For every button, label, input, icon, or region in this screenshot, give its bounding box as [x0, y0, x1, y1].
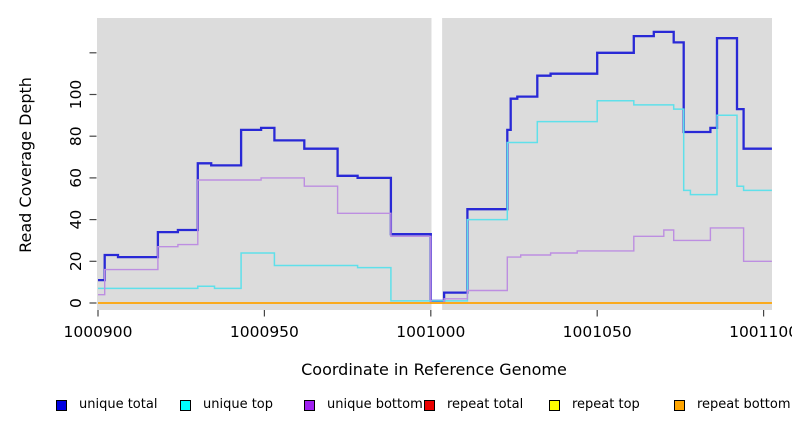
x-tick-label: 1000900 [63, 323, 132, 341]
x-tick-label: 1001050 [563, 323, 632, 341]
y-tick-label: 80 [67, 126, 85, 146]
legend-key-swatch [56, 399, 67, 411]
y-tick-label: 20 [67, 251, 85, 271]
x-tick-label: 1000950 [230, 323, 299, 341]
y-axis-title: Read Coverage Depth [16, 77, 35, 253]
x-tick-label: 1001100 [729, 323, 792, 341]
masked-region [431, 18, 443, 310]
legend-label: repeat top [572, 397, 640, 412]
x-axis-title: Coordinate in Reference Genome [301, 360, 567, 379]
chart-legend: unique total unique top unique bottom repea… [0, 394, 792, 422]
y-tick-label: 0 [67, 298, 85, 308]
legend-label: unique top [203, 397, 274, 412]
legend-key-swatch [549, 399, 560, 411]
y-tick-label: 100 [67, 80, 85, 110]
legend-label: unique bottom [327, 397, 423, 412]
legend-key-swatch [180, 399, 191, 411]
legend-item-unique-total: unique total [56, 398, 157, 412]
series-lines [98, 30, 772, 304]
legend-label: unique total [79, 397, 158, 412]
y-tick-label: 40 [67, 210, 85, 230]
x-tick-label: 1001000 [396, 323, 465, 341]
series-unique-top [98, 100, 772, 302]
legend-label: repeat bottom [697, 397, 791, 412]
legend-key-swatch [304, 399, 315, 411]
series-unique-bottom [98, 177, 772, 304]
y-tick-label: 60 [67, 168, 85, 188]
legend-label: repeat total [447, 397, 524, 412]
legend-item-repeat-top: repeat top [549, 398, 640, 412]
legend-item-unique-top: unique top [180, 398, 273, 412]
legend-item-repeat-total: repeat total [424, 398, 523, 412]
legend-item-unique-bottom: unique bottom [304, 398, 423, 412]
legend-item-repeat-bottom: repeat bottom [674, 398, 791, 412]
legend-key-swatch [424, 399, 435, 411]
legend-key-swatch [674, 399, 685, 411]
plot-canvas: 1000900 1000950 1001000 1001050 1001100 0 20 40… [16, 18, 792, 379]
